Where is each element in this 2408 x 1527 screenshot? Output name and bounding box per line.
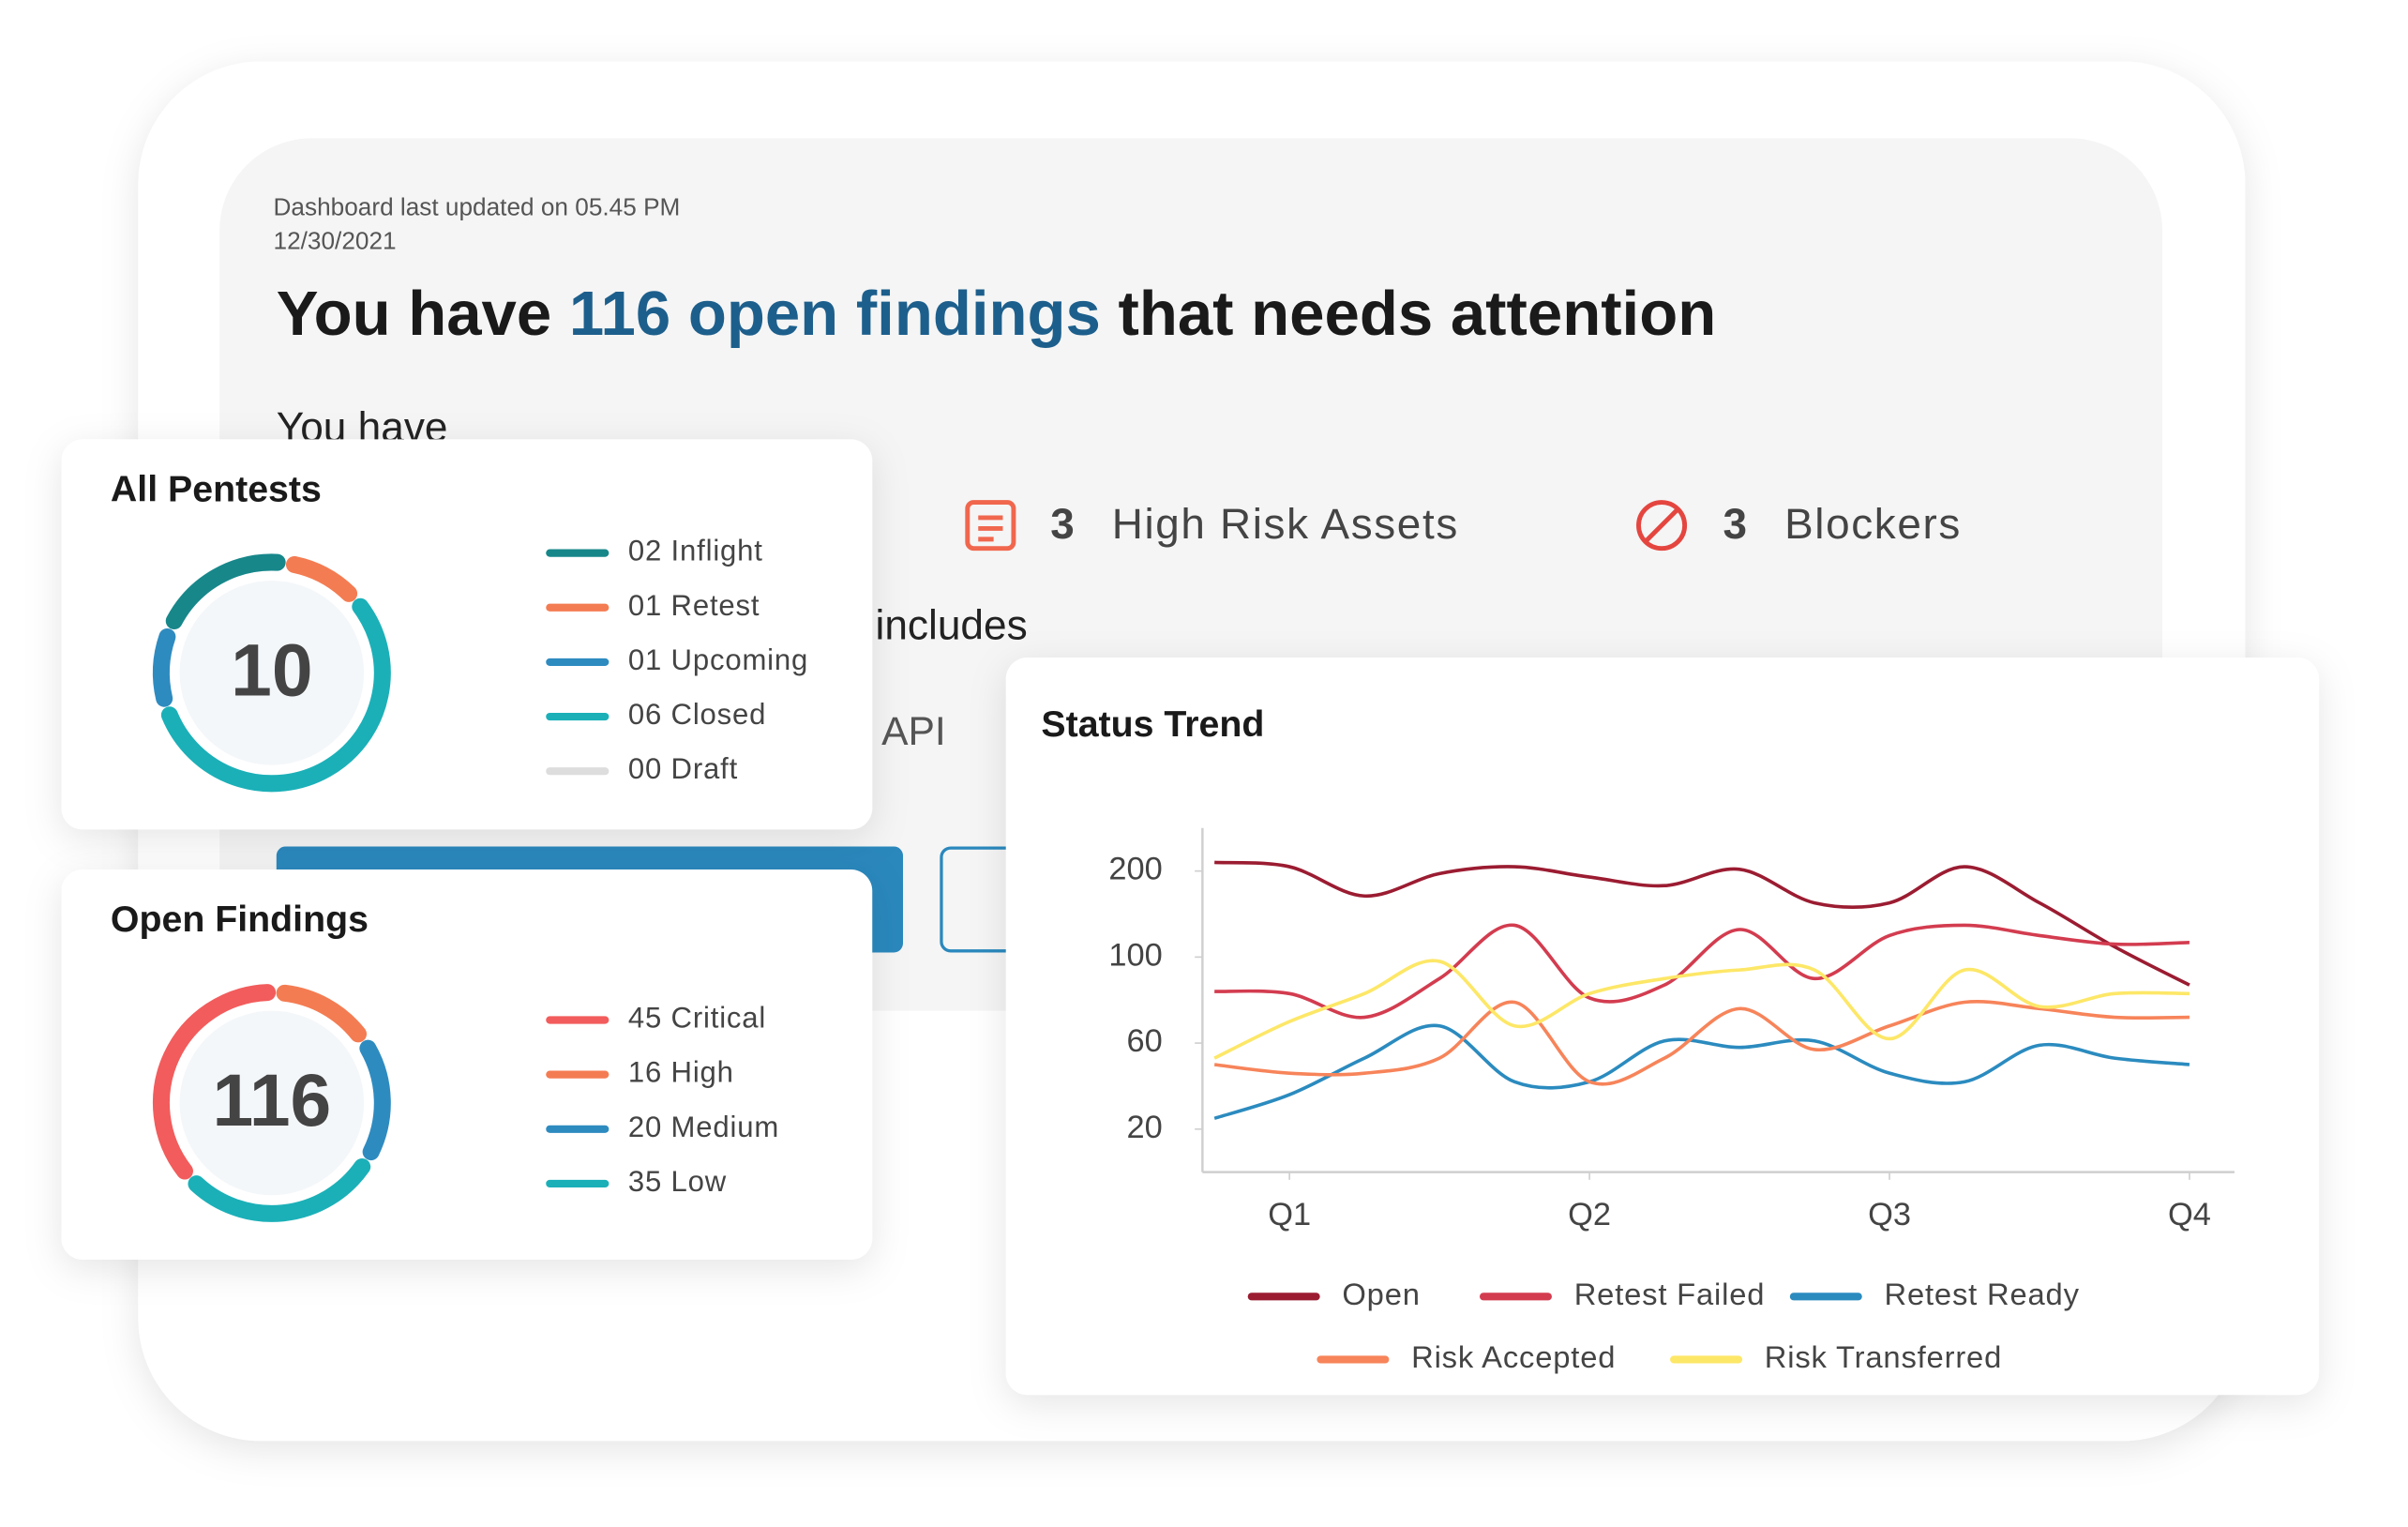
legend-label: Open xyxy=(1342,1277,1420,1311)
stat-label: High Risk Assets xyxy=(1112,499,1459,548)
stat-label: Blockers xyxy=(1784,499,1962,548)
legend-label: Closed xyxy=(671,698,767,731)
donut-total: 10 xyxy=(231,628,312,711)
legend-label: Medium xyxy=(671,1111,780,1143)
legend-label: Draft xyxy=(671,752,739,785)
legend-label: Retest xyxy=(671,589,760,622)
legend-count: 06 xyxy=(628,698,662,731)
y-tick-label: 200 xyxy=(1108,852,1162,887)
legend-label: Inflight xyxy=(671,535,763,567)
legend-label: Upcoming xyxy=(671,643,809,676)
legend-label: Low xyxy=(671,1165,728,1198)
donut-segment xyxy=(285,555,358,602)
legend-entry: 01 Retest xyxy=(628,589,760,622)
legend-count: 02 xyxy=(628,535,662,567)
legend-label: Retest Ready xyxy=(1885,1277,2080,1311)
trend-line xyxy=(1213,999,2190,1086)
legend-entry: 02 Inflight xyxy=(628,535,763,567)
headline-start: You have xyxy=(277,279,551,349)
headline-highlight: 116 open findings xyxy=(569,279,1101,349)
donut-segment xyxy=(152,984,277,1180)
legend-entry: 35 Low xyxy=(628,1165,727,1198)
donut-segment xyxy=(276,984,368,1043)
updated-date: 12/30/2021 xyxy=(274,227,397,255)
legend-entry: 45 Critical xyxy=(628,1002,766,1035)
legend-count: 20 xyxy=(628,1111,662,1143)
legend-count: 01 xyxy=(628,589,662,622)
trend-line xyxy=(1214,860,2190,987)
x-tick-label: Q2 xyxy=(1568,1197,1611,1232)
headline-end: that needs attention xyxy=(1118,279,1716,349)
legend-count: 00 xyxy=(628,752,662,785)
trend-card xyxy=(1005,657,2320,1396)
legend-entry: 20 Medium xyxy=(628,1111,779,1143)
legend-label: Risk Accepted xyxy=(1411,1339,1616,1374)
legend-label: Critical xyxy=(671,1002,767,1035)
legend-label: Retest Failed xyxy=(1574,1277,1766,1311)
legend-entry: 01 Upcoming xyxy=(628,643,808,676)
headline: You have 116 open findings that needs at… xyxy=(277,279,1716,349)
donut-center xyxy=(179,1010,365,1196)
legend-count: 35 xyxy=(628,1165,662,1198)
donut-segment xyxy=(160,597,391,793)
y-tick-label: 20 xyxy=(1127,1110,1163,1145)
donut-segment xyxy=(152,627,176,707)
donut-segment xyxy=(165,553,286,630)
donut-segment xyxy=(188,1157,371,1222)
x-tick-label: Q1 xyxy=(1268,1197,1311,1232)
legend-entry: 00 Draft xyxy=(628,752,738,785)
y-tick-label: 60 xyxy=(1127,1023,1163,1059)
updated-text: Dashboard last updated on 05.45 PM xyxy=(274,193,681,221)
legend-entry: 06 Closed xyxy=(628,698,766,731)
legend-label: High xyxy=(671,1056,734,1089)
trend-line xyxy=(1214,923,2190,1020)
api-text: API xyxy=(881,709,946,754)
trend-line xyxy=(1213,1023,2190,1121)
legend-count: 01 xyxy=(628,643,662,676)
x-tick-label: Q4 xyxy=(2168,1197,2211,1232)
legend-count: 16 xyxy=(628,1056,662,1089)
trend-line xyxy=(1213,959,2190,1060)
includes-text: includes xyxy=(876,603,1028,649)
stat-value: 3 xyxy=(1723,499,1747,548)
card-title: Status Trend xyxy=(1041,703,1264,745)
card-title: Open Findings xyxy=(111,899,369,940)
donut-total: 116 xyxy=(212,1059,331,1141)
donut-segment xyxy=(359,1039,391,1161)
legend-entry: 16 High xyxy=(628,1056,734,1089)
stat-value: 3 xyxy=(1050,499,1075,548)
y-tick-label: 100 xyxy=(1108,937,1162,973)
x-tick-label: Q3 xyxy=(1868,1197,1911,1232)
high-risk-icon xyxy=(965,500,1016,552)
legend-label: Risk Transferred xyxy=(1765,1339,2002,1374)
blocker-icon xyxy=(1636,500,1688,552)
donut-center xyxy=(179,581,365,765)
legend-count: 45 xyxy=(628,1002,662,1035)
card-title: All Pentests xyxy=(111,468,322,509)
